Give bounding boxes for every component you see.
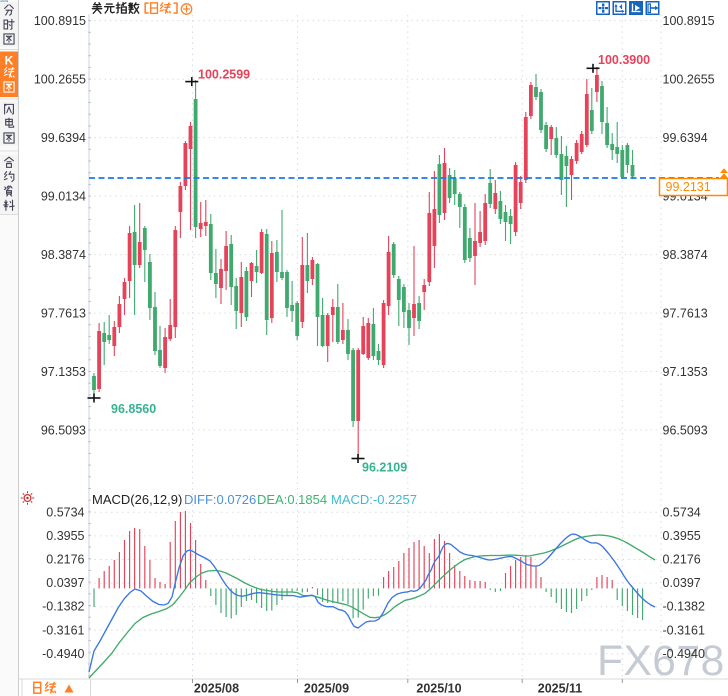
svg-text:-0.3161: -0.3161 — [42, 623, 84, 637]
svg-text:2025/11: 2025/11 — [538, 682, 583, 696]
svg-text:97.7613: 97.7613 — [41, 307, 86, 321]
svg-text:100.3900: 100.3900 — [598, 53, 650, 67]
svg-text:MACD(26,12,9): MACD(26,12,9) — [92, 492, 182, 507]
svg-text:100.8915: 100.8915 — [34, 14, 86, 28]
svg-text:0.2176: 0.2176 — [46, 553, 84, 567]
svg-text:K: K — [5, 54, 14, 68]
svg-text:0.0397: 0.0397 — [46, 576, 84, 590]
svg-text:DEA:0.1854: DEA:0.1854 — [257, 492, 327, 507]
svg-text:FX678: FX678 — [597, 638, 725, 685]
svg-text:0.5734: 0.5734 — [663, 505, 701, 519]
svg-text:-0.1382: -0.1382 — [42, 600, 84, 614]
svg-text:96.5093: 96.5093 — [663, 424, 708, 438]
svg-text:100.2655: 100.2655 — [34, 73, 86, 87]
svg-text:96.8560: 96.8560 — [111, 402, 156, 416]
svg-text:99.0134: 99.0134 — [41, 190, 86, 204]
svg-text:-0.1382: -0.1382 — [663, 600, 705, 614]
svg-text:96.5093: 96.5093 — [41, 424, 86, 438]
svg-text:100.2599: 100.2599 — [198, 68, 250, 82]
svg-text:2025/08: 2025/08 — [194, 682, 239, 696]
svg-text:0.3955: 0.3955 — [46, 529, 84, 543]
svg-text:0.0397: 0.0397 — [663, 576, 701, 590]
svg-text:96.2109: 96.2109 — [362, 461, 407, 475]
svg-text:-0.3161: -0.3161 — [663, 623, 705, 637]
svg-text:2025/10: 2025/10 — [416, 682, 461, 696]
svg-text:98.3874: 98.3874 — [41, 248, 86, 262]
svg-text:0.3955: 0.3955 — [663, 529, 701, 543]
svg-text:97.1353: 97.1353 — [41, 365, 86, 379]
svg-text:DIFF:0.0726: DIFF:0.0726 — [184, 492, 256, 507]
svg-text:MACD:-0.2257: MACD:-0.2257 — [331, 492, 417, 507]
svg-text:99.2131: 99.2131 — [666, 180, 711, 194]
svg-text:99.6394: 99.6394 — [663, 131, 708, 145]
svg-text:0.2176: 0.2176 — [663, 553, 701, 567]
svg-text:-0.4940: -0.4940 — [42, 647, 84, 661]
svg-text:100.8915: 100.8915 — [663, 14, 715, 28]
svg-text:2025/09: 2025/09 — [304, 682, 349, 696]
svg-text:99.6394: 99.6394 — [41, 131, 86, 145]
svg-text:98.3874: 98.3874 — [663, 248, 708, 262]
svg-text:0.5734: 0.5734 — [46, 505, 84, 519]
svg-text:97.7613: 97.7613 — [663, 307, 708, 321]
svg-text:-0.4940: -0.4940 — [663, 647, 705, 661]
svg-text:100.2655: 100.2655 — [663, 73, 715, 87]
svg-text:97.1353: 97.1353 — [663, 365, 708, 379]
